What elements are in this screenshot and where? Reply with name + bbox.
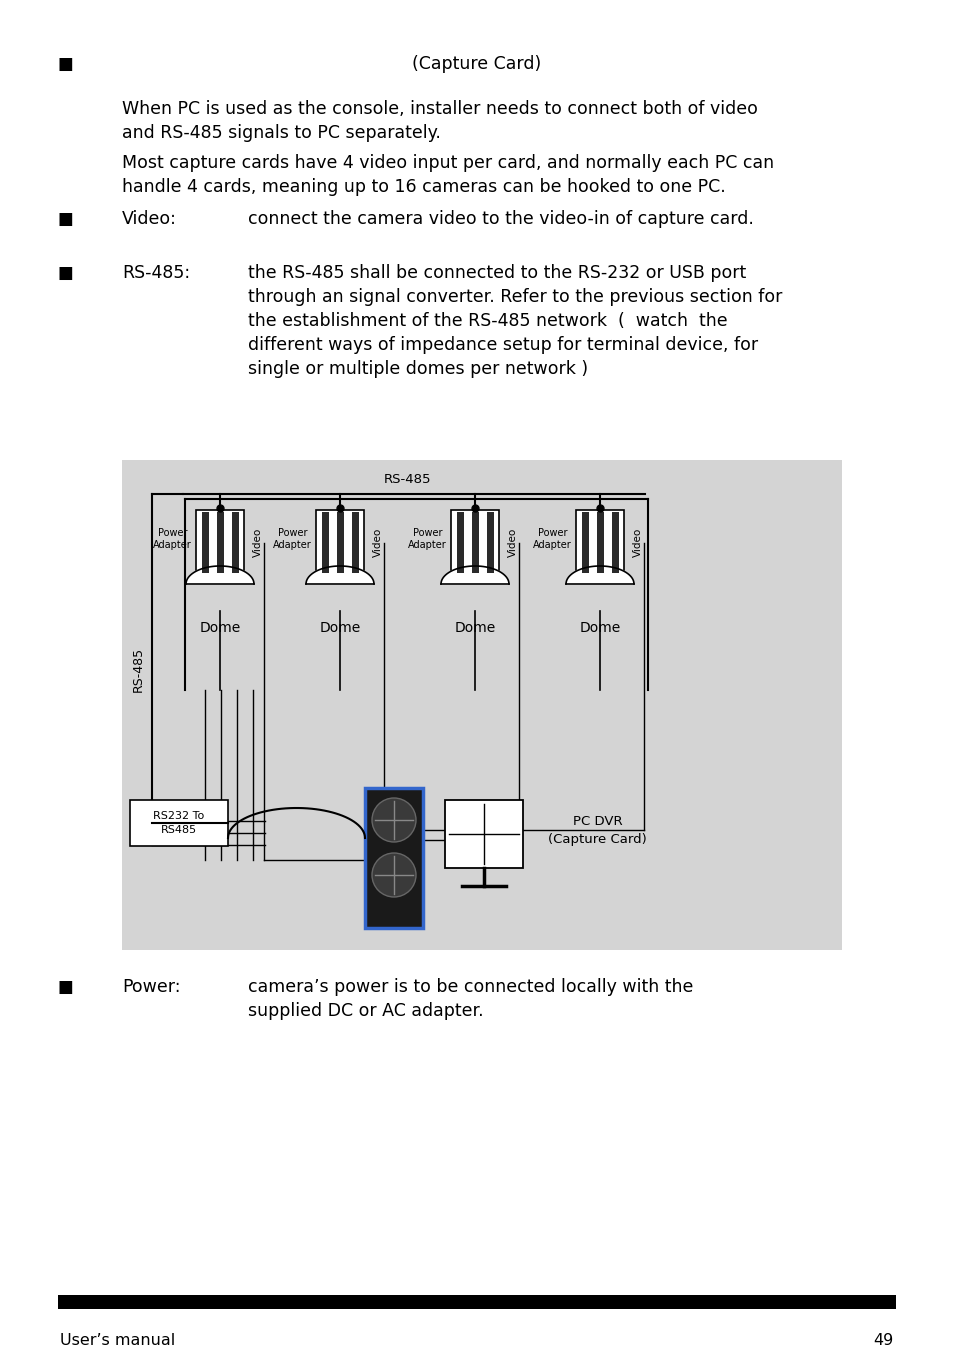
Bar <box>444 799 522 869</box>
Text: ■: ■ <box>58 264 73 282</box>
Bar <box>58 1295 895 1309</box>
Bar <box>202 512 209 573</box>
Text: Power
Adapter: Power Adapter <box>408 528 447 550</box>
Bar <box>315 509 364 575</box>
Bar <box>576 509 623 575</box>
Text: (Capture Card): (Capture Card) <box>412 56 541 73</box>
Bar <box>597 512 603 573</box>
Text: ■: ■ <box>58 978 73 996</box>
Bar <box>232 512 239 573</box>
Bar <box>581 512 589 573</box>
Text: Dome: Dome <box>578 621 620 635</box>
Text: Dome: Dome <box>199 621 240 635</box>
Text: Video: Video <box>373 528 382 557</box>
Text: Power
Adapter: Power Adapter <box>533 528 572 550</box>
Text: Power
Adapter: Power Adapter <box>153 528 192 550</box>
Bar <box>322 512 329 573</box>
Text: handle 4 cards, meaning up to 16 cameras can be hooked to one PC.: handle 4 cards, meaning up to 16 cameras… <box>122 178 725 196</box>
Bar <box>122 459 841 950</box>
Bar <box>216 512 224 573</box>
Text: RS-485: RS-485 <box>383 473 431 486</box>
Circle shape <box>372 854 416 897</box>
Text: Video: Video <box>633 528 642 557</box>
Text: RS232 To
RS485: RS232 To RS485 <box>153 812 204 835</box>
Bar <box>451 509 498 575</box>
Text: Dome: Dome <box>454 621 496 635</box>
Bar <box>612 512 618 573</box>
Text: Video:: Video: <box>122 210 176 228</box>
Polygon shape <box>440 566 509 584</box>
Bar <box>486 512 494 573</box>
Text: When PC is used as the console, installer needs to connect both of video: When PC is used as the console, installe… <box>122 100 757 118</box>
Polygon shape <box>565 566 634 584</box>
Text: through an signal converter. Refer to the previous section for: through an signal converter. Refer to th… <box>248 289 781 306</box>
Text: the RS-485 shall be connected to the RS-232 or USB port: the RS-485 shall be connected to the RS-… <box>248 264 745 282</box>
Polygon shape <box>306 566 374 584</box>
Text: User’s manual: User’s manual <box>60 1333 175 1348</box>
Bar <box>336 512 344 573</box>
Text: the establishment of the RS-485 network  (  watch  the: the establishment of the RS-485 network … <box>248 312 727 331</box>
Text: Video: Video <box>253 528 263 557</box>
Bar <box>130 799 228 846</box>
Bar <box>456 512 464 573</box>
Bar <box>352 512 359 573</box>
Text: PC DVR
(Capture Card): PC DVR (Capture Card) <box>547 816 646 846</box>
Text: RS-485:: RS-485: <box>122 264 190 282</box>
Bar <box>195 509 244 575</box>
Text: and RS-485 signals to PC separately.: and RS-485 signals to PC separately. <box>122 125 440 142</box>
Text: supplied DC or AC adapter.: supplied DC or AC adapter. <box>248 1001 483 1020</box>
Text: different ways of impedance setup for terminal device, for: different ways of impedance setup for te… <box>248 336 758 354</box>
Text: ■: ■ <box>58 210 73 228</box>
Polygon shape <box>186 566 253 584</box>
Text: Video: Video <box>507 528 517 557</box>
Bar <box>365 789 422 928</box>
Text: connect the camera video to the video-in of capture card.: connect the camera video to the video-in… <box>248 210 753 228</box>
Text: ■: ■ <box>58 56 73 73</box>
Circle shape <box>372 798 416 841</box>
Text: camera’s power is to be connected locally with the: camera’s power is to be connected locall… <box>248 978 693 996</box>
Text: Power:: Power: <box>122 978 180 996</box>
Text: Dome: Dome <box>319 621 360 635</box>
Text: single or multiple domes per network ): single or multiple domes per network ) <box>248 360 587 378</box>
Text: Power
Adapter: Power Adapter <box>273 528 312 550</box>
Text: Most capture cards have 4 video input per card, and normally each PC can: Most capture cards have 4 video input pe… <box>122 154 773 172</box>
Text: 49: 49 <box>873 1333 893 1348</box>
Text: RS-485: RS-485 <box>132 646 144 692</box>
Bar <box>472 512 478 573</box>
